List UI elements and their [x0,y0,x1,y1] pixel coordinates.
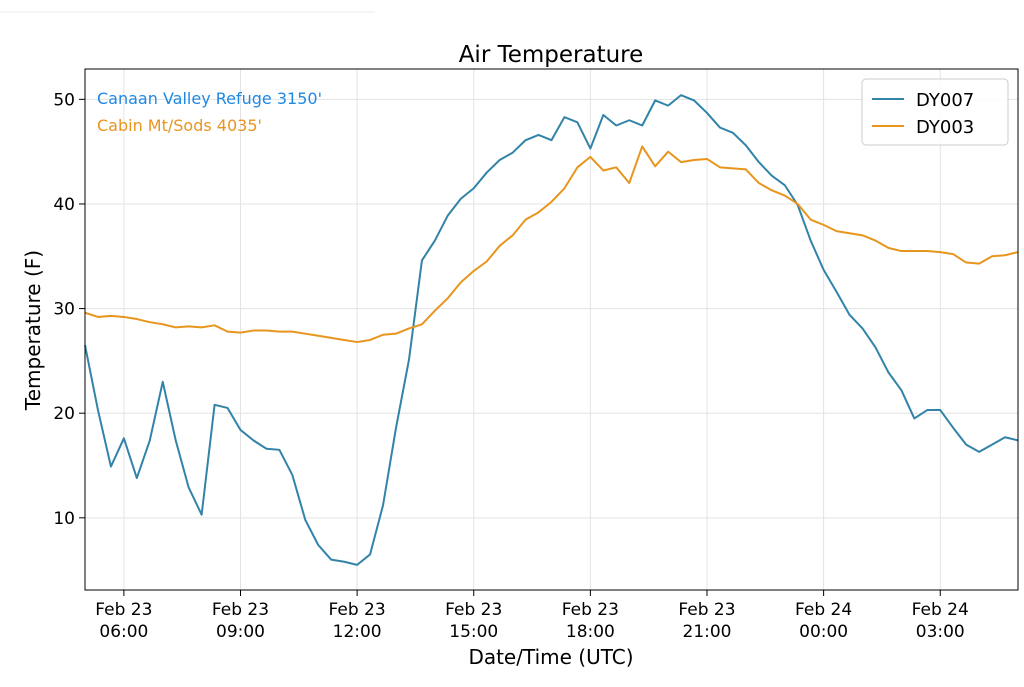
chart-title: Air Temperature [459,42,644,68]
x-tick-label: 06:00 [99,622,148,642]
x-tick-label: Feb 23 [445,600,502,620]
x-axis-label: Date/Time (UTC) [468,645,633,669]
legend-label: DY007 [916,90,974,111]
x-tick-label: Feb 23 [329,600,386,620]
x-tick-label: Feb 24 [795,600,852,620]
y-tick-label: 10 [53,509,75,529]
x-tick-label: 09:00 [216,622,265,642]
plot-frame [84,68,1019,591]
x-tick-label: Feb 23 [678,600,735,620]
legend-label: DY003 [916,117,974,138]
y-tick-label: 20 [53,404,75,424]
x-tick-label: Feb 23 [95,600,152,620]
y-tick-label: 50 [53,90,75,110]
series-line [84,94,1019,566]
x-tick-label: 12:00 [333,622,382,642]
x-tick-label: 21:00 [683,622,732,642]
x-tick-label: Feb 24 [912,600,969,620]
x-tick-label: 00:00 [799,622,848,642]
y-axis-label: Temperature (F) [21,250,45,411]
series-line [84,145,1019,344]
legend-box [861,78,1009,146]
y-tick-label: 40 [53,195,75,215]
annotation: Cabin Mt/Sods 4035' [97,116,262,135]
x-tick-label: 18:00 [566,622,615,642]
annotation: Canaan Valley Refuge 3150' [97,89,322,108]
x-tick-label: Feb 23 [562,600,619,620]
x-tick-label: 03:00 [916,622,965,642]
y-tick-label: 30 [53,300,75,320]
x-tick-label: 15:00 [449,622,498,642]
x-tick-label: Feb 23 [212,600,269,620]
